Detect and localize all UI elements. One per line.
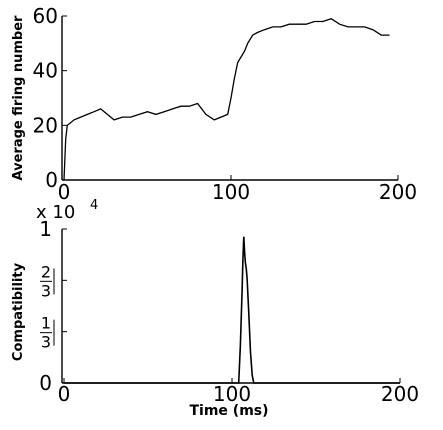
y-tick-label: 0 (45, 168, 58, 192)
y-tick-label: 40 (33, 59, 58, 83)
firing-chart: 0 20 40 60 0 100 200 Average firing number (11, 4, 417, 204)
y-tick-numerator: 1 (41, 314, 51, 333)
multiplier-label: x 10 (36, 202, 75, 223)
x-tick-label: 200 (379, 180, 417, 204)
x-tick-label: 100 (212, 180, 250, 204)
y-tick-label: 60 (33, 4, 58, 28)
x-tick-label: 0 (58, 382, 71, 406)
x-tick-label: 100 (213, 382, 251, 406)
x-tick-label: 0 (58, 180, 71, 204)
multiplier-exponent: 4 (90, 198, 98, 213)
y-axis-label: Compatibility (11, 262, 26, 361)
x-tick-label: 200 (381, 382, 419, 406)
y-tick-label: 0 (39, 371, 52, 395)
y-axis-label: Average firing number (11, 15, 26, 180)
firing-series-line (63, 17, 390, 181)
compatibility-series-line (64, 236, 400, 384)
y-tick-label: 20 (33, 113, 58, 137)
y-tick-label: 1 (39, 217, 52, 241)
x-axis-label: Time (ms) (189, 403, 268, 419)
y-tick-denominator: 3 (41, 281, 51, 300)
y-tick-numerator: 2 (41, 262, 51, 281)
y-tick-denominator: 3 (41, 333, 51, 352)
